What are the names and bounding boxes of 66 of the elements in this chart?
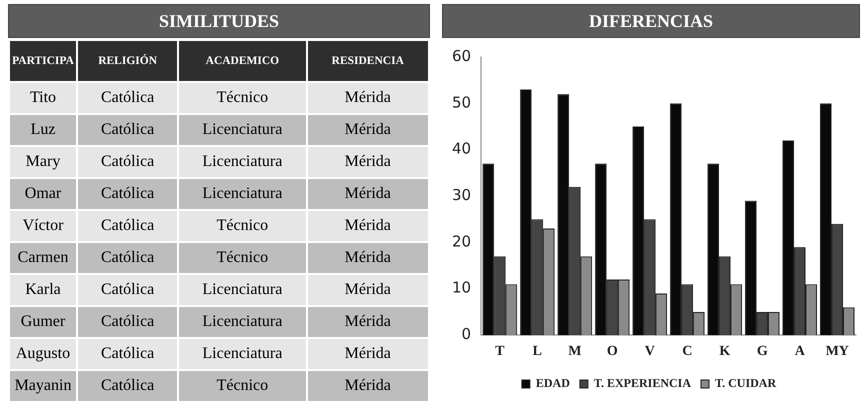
x-tick-label: T	[495, 344, 506, 360]
text: Mérida	[344, 313, 391, 330]
text: Mérida	[344, 377, 391, 394]
text: Católica	[100, 281, 154, 298]
text: Católica	[100, 89, 154, 106]
y-tick-label: 30	[452, 186, 472, 204]
text: Católica	[100, 345, 154, 362]
text: Mérida	[344, 185, 391, 202]
text: Licenciatura	[202, 313, 282, 330]
y-tick-label: 40	[452, 140, 472, 158]
category-label: ACADEMICO	[179, 41, 306, 81]
text: Mérida	[344, 121, 391, 138]
x-tick-label: M	[568, 344, 582, 360]
text: Católica	[100, 377, 154, 394]
text: Mérida	[344, 217, 391, 234]
text: Católica	[100, 185, 154, 202]
y-tick-label: 0	[462, 325, 472, 344]
text: Católica	[100, 153, 154, 170]
text: Mary	[26, 153, 60, 170]
x-tick-label: A	[794, 344, 806, 360]
text: Mérida	[344, 249, 391, 266]
text: Augusto	[16, 345, 70, 362]
text: Gumer	[20, 313, 66, 330]
text: Católica	[100, 217, 154, 234]
text: Carmen	[18, 249, 68, 266]
text: Karla	[25, 281, 61, 298]
category-label: RESIDENCIA	[308, 41, 428, 81]
category-label: RELIGIÓN	[78, 41, 178, 81]
category-label: PARTICIPA	[10, 41, 76, 81]
text: Mérida	[344, 89, 391, 106]
x-tick-label: MY	[826, 344, 849, 360]
legend-label: T. CUIDAR	[715, 376, 776, 390]
text: Técnico	[216, 217, 268, 234]
text: Licenciatura	[202, 281, 282, 298]
text: Licenciatura	[202, 345, 282, 362]
x-tick-label: O	[606, 344, 618, 360]
text: Técnico	[216, 377, 268, 394]
y-tick-label: 60	[452, 46, 472, 65]
text: Licenciatura	[202, 185, 282, 202]
x-tick-label: K	[719, 344, 730, 360]
text: Mérida	[344, 153, 391, 170]
text: Omar	[24, 185, 62, 202]
chart-title: DIFERENCIAS	[442, 4, 860, 38]
y-tick-label: 50	[452, 93, 472, 112]
x-tick-label: V	[644, 344, 655, 360]
legend-label: EDAD	[536, 376, 570, 390]
y-tick-label: 20	[452, 232, 472, 250]
text: SIMILITUDES	[8, 4, 430, 38]
text: Mérida	[344, 345, 391, 362]
text: Católica	[100, 313, 154, 330]
legend-label: T. EXPERIENCIA	[594, 376, 692, 390]
text: Tito	[30, 89, 56, 106]
y-tick-label: 10	[452, 278, 472, 297]
x-tick-label: L	[532, 344, 542, 360]
text: Licenciatura	[202, 153, 282, 170]
text: Licenciatura	[202, 121, 282, 138]
x-tick-label: C	[682, 344, 692, 360]
text: Técnico	[216, 89, 268, 106]
text: Católica	[100, 249, 154, 266]
text: Luz	[30, 121, 56, 138]
text: Católica	[100, 121, 154, 138]
text: Víctor	[22, 217, 64, 234]
x-tick-label: G	[756, 344, 768, 360]
text: Mérida	[344, 281, 391, 298]
text: Mayanin	[14, 377, 72, 394]
text: Técnico	[216, 249, 268, 266]
